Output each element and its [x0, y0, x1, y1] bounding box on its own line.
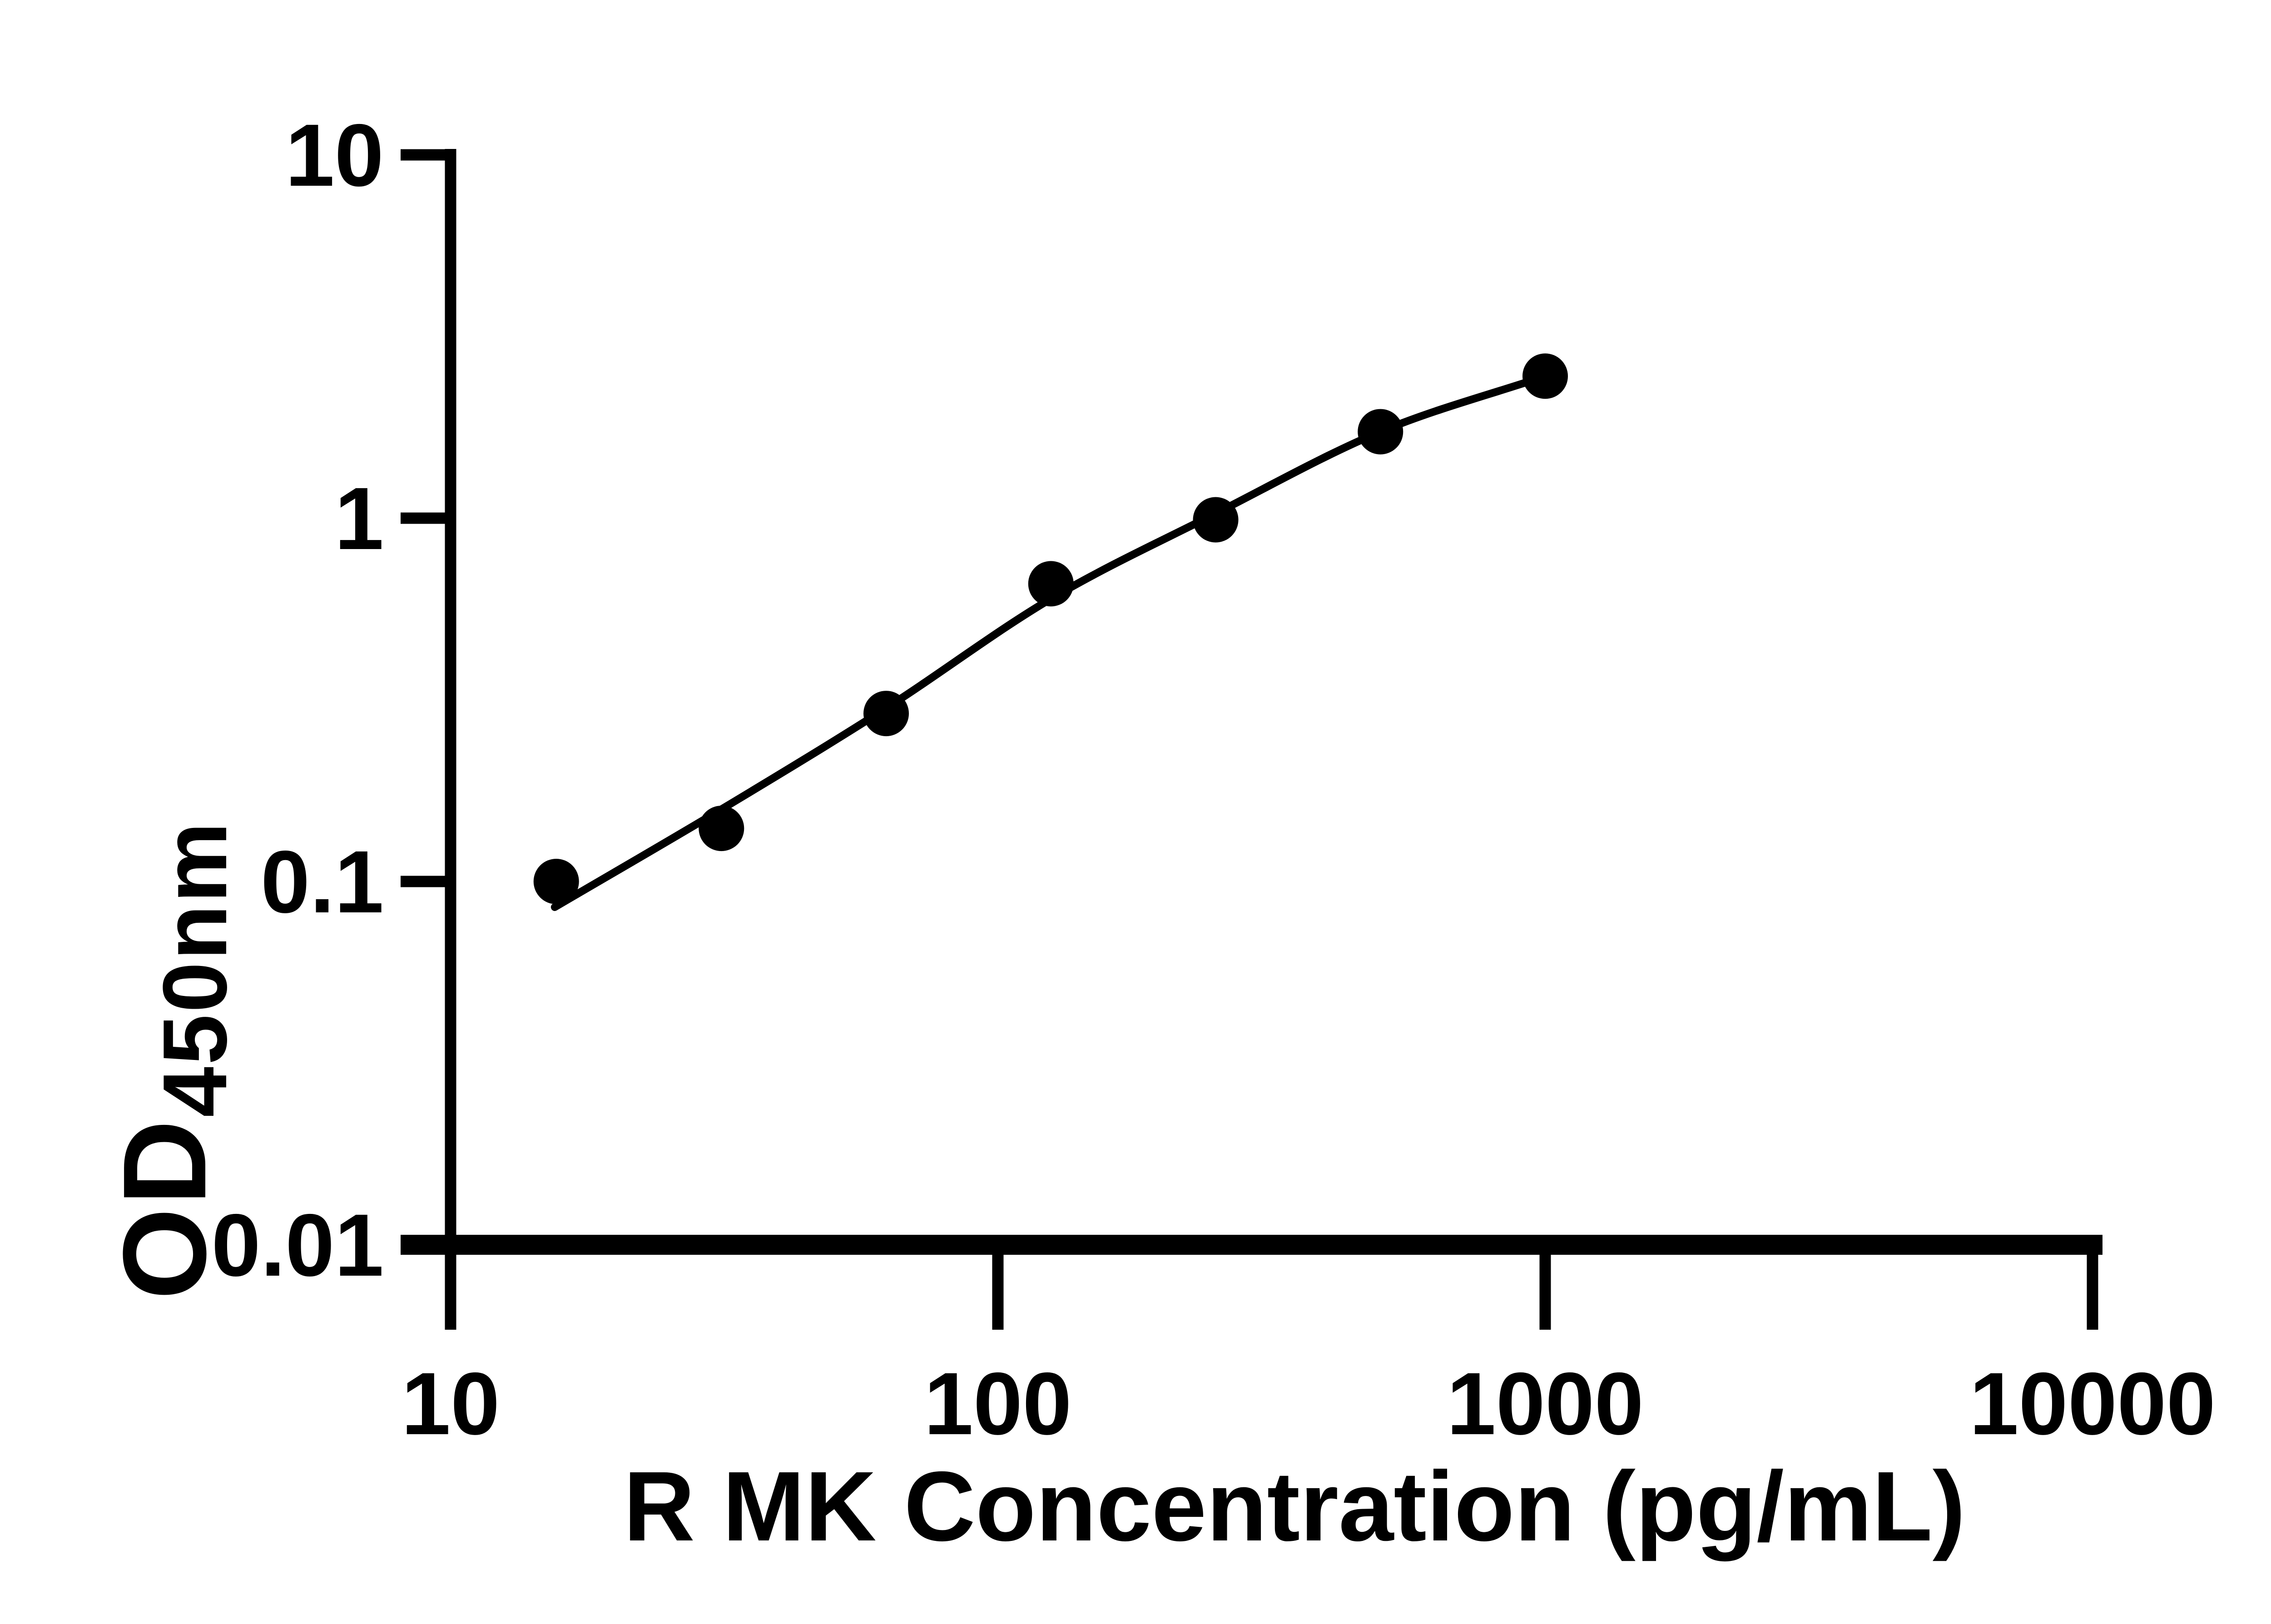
y-axis-title: OD450nm [99, 820, 246, 1300]
x-axis-title: R MK Concentration (pg/mL) [624, 1451, 1966, 1562]
data-point-marker [1028, 561, 1074, 607]
x-tick-label: 1000 [1447, 1354, 1644, 1453]
y-tick-label: 0.01 [211, 1196, 384, 1295]
y-tick-label: 0.1 [261, 832, 384, 931]
data-point-marker [533, 859, 579, 904]
x-tick-label: 10 [402, 1354, 500, 1453]
data-point-marker [1358, 409, 1403, 455]
data-point-marker [1193, 497, 1239, 543]
y-axis-title-base: OD [99, 1117, 231, 1300]
y-tick-label: 10 [285, 106, 384, 205]
x-tick-label: 10000 [1969, 1354, 2216, 1453]
y-axis-title-subscript: 450nm [144, 820, 246, 1117]
data-point-marker [1522, 353, 1568, 399]
data-point-marker [863, 691, 909, 737]
data-point-marker [699, 806, 744, 852]
x-tick-label: 100 [924, 1354, 1071, 1453]
y-tick-label: 1 [335, 469, 384, 568]
